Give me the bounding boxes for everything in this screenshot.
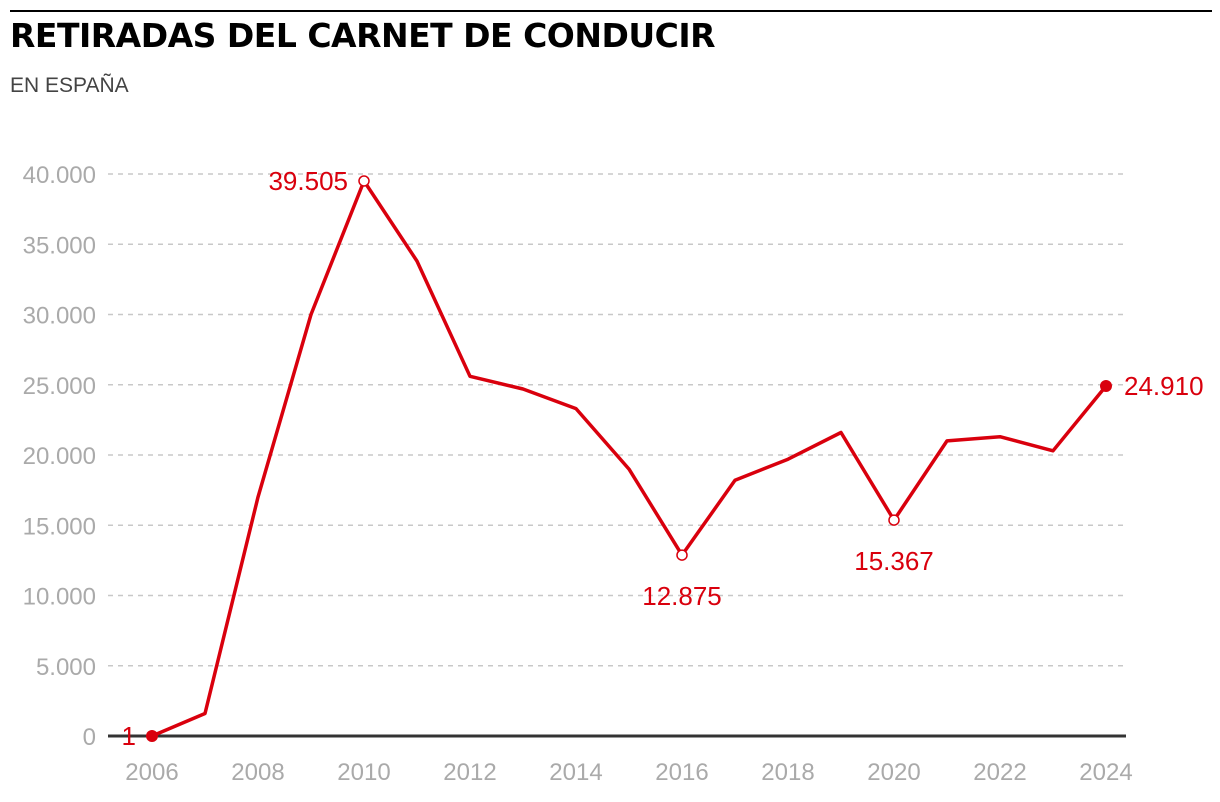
annotations: 1 39.505 12.875 15.367 24.910 <box>122 166 1204 751</box>
x-tick-label: 2010 <box>337 759 390 786</box>
point-marker <box>1100 380 1112 393</box>
y-tick-label: 0 <box>83 724 96 751</box>
x-tick-label: 2016 <box>655 759 708 786</box>
x-tick-label: 2014 <box>549 759 602 786</box>
point-marker <box>676 549 688 561</box>
series-line <box>150 179 1108 738</box>
x-tick-label: 2012 <box>443 759 496 786</box>
y-tick-label: 30.000 <box>23 303 96 330</box>
data-label: 24.910 <box>1124 371 1204 401</box>
y-tick-label: 40.000 <box>23 162 96 189</box>
x-tick-label: 2020 <box>867 759 920 786</box>
x-tick-label: 2024 <box>1079 759 1132 786</box>
y-tick-label: 10.000 <box>23 584 96 611</box>
top-rule <box>10 10 1212 12</box>
y-axis-ticks: 0 5.000 10.000 15.000 20.000 25.000 30.000 35.0… <box>23 162 96 751</box>
gridlines <box>108 173 1126 738</box>
x-tick-label: 2022 <box>973 759 1026 786</box>
point-marker <box>888 514 900 526</box>
data-label: 1 <box>122 721 136 751</box>
y-tick-label: 15.000 <box>23 513 96 540</box>
y-tick-label: 20.000 <box>23 443 96 470</box>
y-tick-label: 25.000 <box>23 373 96 400</box>
series-layer <box>150 179 1108 738</box>
x-tick-label: 2018 <box>761 759 814 786</box>
y-tick-label: 35.000 <box>23 232 96 259</box>
data-label: 12.875 <box>642 581 722 611</box>
point-marker <box>146 729 158 742</box>
y-tick-label: 5.000 <box>36 654 96 681</box>
point-marker <box>358 175 370 187</box>
x-axis-ticks: 2006 2008 2010 2012 2014 2016 2018 2020 2022 2024 <box>125 759 1132 786</box>
x-tick-label: 2006 <box>125 759 178 786</box>
chart-subtitle: EN ESPAÑA <box>10 74 129 97</box>
x-tick-label: 2008 <box>231 759 284 786</box>
chart-title: RETIRADAS DEL CARNET DE CONDUCIR <box>10 16 716 55</box>
data-label: 39.505 <box>268 166 348 196</box>
data-label: 15.367 <box>854 546 934 576</box>
